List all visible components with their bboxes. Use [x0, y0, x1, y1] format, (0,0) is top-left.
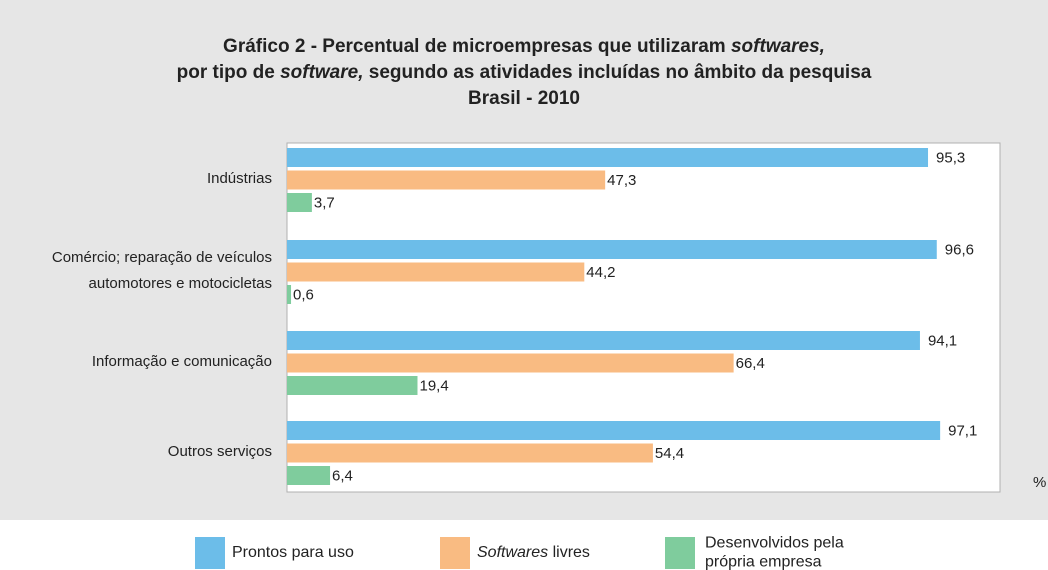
- x-axis-unit: %: [1033, 474, 1046, 491]
- bar: [287, 285, 292, 304]
- value-label: 3,7: [314, 194, 335, 211]
- bar: [287, 170, 606, 190]
- legend-swatch: [195, 537, 225, 569]
- value-label: 97,1: [948, 422, 977, 439]
- bar: [287, 353, 734, 373]
- value-label: 54,4: [655, 445, 684, 462]
- value-label: 94,1: [928, 332, 957, 349]
- legend-swatch: [440, 537, 470, 569]
- category-label: Informação e comunicação: [92, 353, 272, 370]
- bar: [287, 148, 929, 167]
- legend-label: Softwares livres: [477, 544, 590, 561]
- bar: [287, 376, 418, 395]
- bar: [287, 331, 920, 350]
- legend-label: Desenvolvidos pela própria empresa: [705, 535, 844, 570]
- bar: [287, 262, 585, 282]
- value-label: 0,6: [293, 286, 314, 303]
- value-label: 6,4: [332, 467, 353, 484]
- value-label: 44,2: [586, 264, 615, 281]
- value-label: 19,4: [419, 377, 448, 394]
- legend-swatch: [665, 537, 695, 569]
- category-label: Comércio; reparação de veículos automotor…: [52, 249, 272, 292]
- legend-label: Prontos para uso: [232, 544, 354, 561]
- title-segment: software,: [280, 62, 363, 83]
- value-label: 95,3: [936, 149, 965, 166]
- chart-title: Brasil - 2010: [468, 88, 580, 109]
- title-segment: Brasil - 2010: [468, 88, 580, 109]
- bar: [287, 193, 312, 212]
- bar: [287, 443, 653, 463]
- chart-title: por tipo de software, segundo as ativida…: [177, 62, 872, 83]
- category-label: Outros serviços: [168, 443, 272, 460]
- chart-title: Gráfico 2 - Percentual de microempresas …: [223, 36, 825, 57]
- category-label: Indústrias: [207, 170, 272, 187]
- title-segment: segundo as atividades incluídas no âmbit…: [364, 62, 872, 83]
- title-segment: Gráfico 2 - Percentual de microempresas …: [223, 36, 731, 57]
- title-segment: por tipo de: [177, 62, 280, 83]
- value-label: 96,6: [945, 241, 974, 258]
- value-label: 47,3: [607, 172, 636, 189]
- value-label: 66,4: [736, 355, 765, 372]
- bar: [287, 240, 937, 259]
- title-segment: softwares,: [731, 36, 825, 57]
- bar: [287, 466, 331, 485]
- bar: [287, 421, 941, 440]
